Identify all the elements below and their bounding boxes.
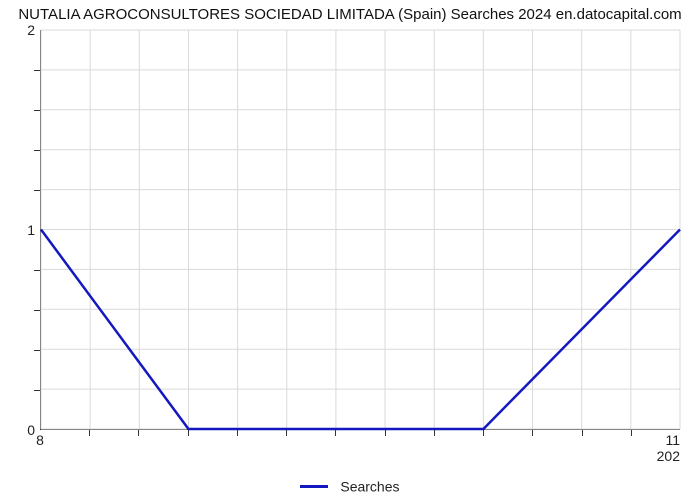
plot-svg: [41, 30, 680, 429]
x-minor-tick: [385, 430, 386, 436]
x-minor-tick: [237, 430, 238, 436]
y-minor-tick: [34, 70, 40, 71]
x-minor-tick: [631, 430, 632, 436]
y-tick-label: 0: [5, 422, 35, 438]
legend-label: Searches: [340, 478, 399, 494]
y-minor-tick: [34, 350, 40, 351]
y-tick-label: 1: [5, 222, 35, 238]
x-minor-tick: [434, 430, 435, 436]
x-minor-tick: [89, 430, 90, 436]
y-tick-label: 2: [5, 22, 35, 38]
x-tick-label: 11: [665, 432, 680, 448]
x-minor-tick: [286, 430, 287, 436]
y-minor-tick: [34, 270, 40, 271]
plot-area: [40, 30, 680, 430]
x-minor-tick: [582, 430, 583, 436]
chart-container: NUTALIA AGROCONSULTORES SOCIEDAD LIMITAD…: [0, 0, 700, 500]
y-minor-tick: [34, 150, 40, 151]
grid-layer: [41, 30, 680, 429]
y-minor-tick: [34, 110, 40, 111]
x-minor-tick: [335, 430, 336, 436]
x-minor-tick: [483, 430, 484, 436]
x-minor-tick: [138, 430, 139, 436]
y-minor-tick: [34, 190, 40, 191]
y-minor-tick: [34, 390, 40, 391]
x-minor-tick: [188, 430, 189, 436]
legend-swatch: [300, 485, 328, 488]
chart-title: NUTALIA AGROCONSULTORES SOCIEDAD LIMITAD…: [0, 6, 700, 23]
series-layer: [41, 230, 680, 430]
y-minor-tick: [34, 310, 40, 311]
x-tick-label: 8: [36, 432, 44, 448]
x-sub-label: 202: [657, 448, 680, 464]
x-minor-tick: [532, 430, 533, 436]
legend: Searches: [0, 477, 700, 494]
